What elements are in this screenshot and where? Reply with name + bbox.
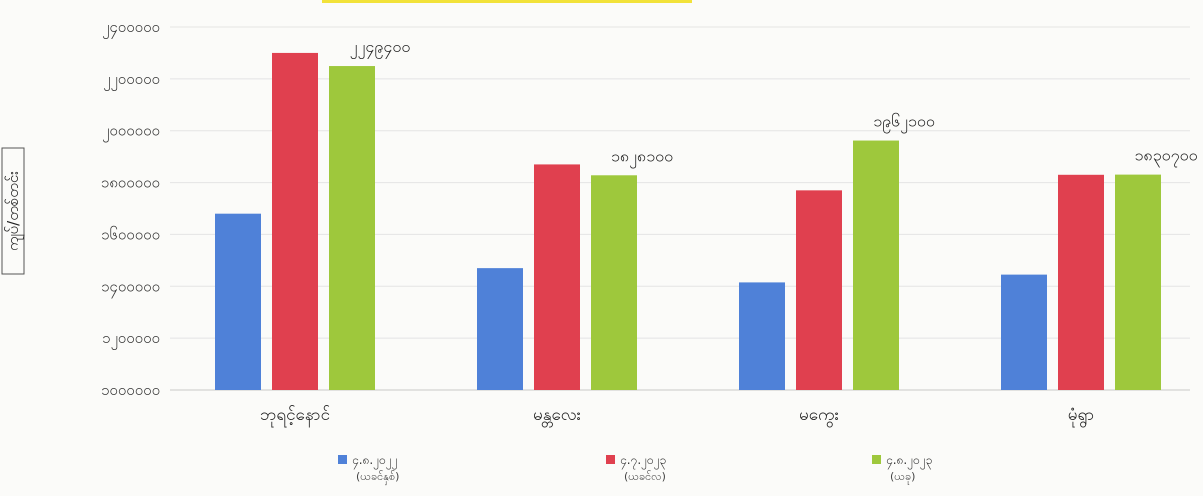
- y-tick-label: ၂၂၀၀၀၀၀: [103, 70, 160, 91]
- top-highlight-mark: [322, 0, 692, 3]
- x-axis-categories: ဘုရင့်နောင် မန္တလေး မကွေး မုံရွာ: [260, 405, 1094, 428]
- y-tick-label: ၁၆၀၀၀၀၀: [101, 225, 160, 243]
- legend-entry-label: ၄.၇.၂၀၂၃: [620, 453, 666, 470]
- y-tick-label: ၂၀၀၀၀၀၀: [102, 122, 160, 143]
- y-tick-label: ၁၄၀၀၀၀၀: [101, 277, 160, 298]
- y-tick-label: ၁၀၀၀၀၀၀: [101, 381, 160, 399]
- legend-swatch: [872, 455, 881, 464]
- y-axis-ticks: ၁၀၀၀၀၀၀ ၁၂၀၀၀၀၀ ၁၄၀၀၀၀၀ ၁၆၀၀၀၀၀ ၁၈၀၀၀၀၀ ၂၀၀၀၀…: [101, 18, 160, 399]
- bar: [215, 213, 261, 390]
- legend-entry-sublabel: (ယခင်လ): [624, 470, 666, 483]
- x-category-label: မကွေး: [799, 405, 839, 428]
- legend-entry-label: ၄.၈.၂၀၂၂: [352, 453, 398, 470]
- legend-swatch: [606, 455, 615, 464]
- y-tick-label: ၂၄၀၀၀၀၀: [102, 18, 160, 39]
- x-category-label: မုံရွာ: [1068, 405, 1094, 428]
- legend-entry-sublabel: (ယခု): [890, 470, 915, 485]
- bars: [215, 52, 1161, 391]
- bar: [1001, 274, 1047, 390]
- data-label: ၂၂၄၉၄၀၀: [350, 37, 411, 59]
- legend-swatch: [338, 455, 347, 464]
- bar: [477, 268, 523, 390]
- x-category-label: ဘုရင့်နောင်: [260, 405, 330, 428]
- y-tick-label: ၁၈၀၀၀၀၀: [101, 174, 160, 192]
- y-tick-label: ၁၂၀၀၀၀၀: [102, 329, 160, 350]
- bar: [1115, 174, 1161, 390]
- data-label: ၁၈၃၀၇၀၀: [1134, 146, 1197, 168]
- bar: [1058, 174, 1104, 390]
- bar: [272, 52, 318, 391]
- y-axis-title-box: ကျပ်/တစ်တင်း: [1, 147, 25, 275]
- x-category-label: မန္တလေး: [533, 405, 581, 428]
- legend: ၄.၈.၂၀၂၂(ယခင်နှစ်) ၄.၇.၂၀၂၃(ယခင်လ) ၄.၈.၂၀၂…: [338, 453, 933, 485]
- bar: [534, 164, 580, 390]
- data-label: ၁၉၆၂၁၀၀: [873, 112, 935, 134]
- bar: [739, 282, 785, 390]
- bar: [796, 190, 842, 390]
- data-label: ၁၈၂၈၁၀၀: [611, 146, 673, 168]
- bar: [853, 140, 899, 390]
- legend-entry-sublabel: (ယခင်နှစ်): [356, 470, 399, 485]
- y-axis-title: ကျပ်/တစ်တင်း: [4, 171, 25, 251]
- bar: [591, 175, 637, 390]
- legend-entry-label: ၄.၈.၂၀၂၃: [886, 453, 933, 470]
- bar: [329, 66, 375, 390]
